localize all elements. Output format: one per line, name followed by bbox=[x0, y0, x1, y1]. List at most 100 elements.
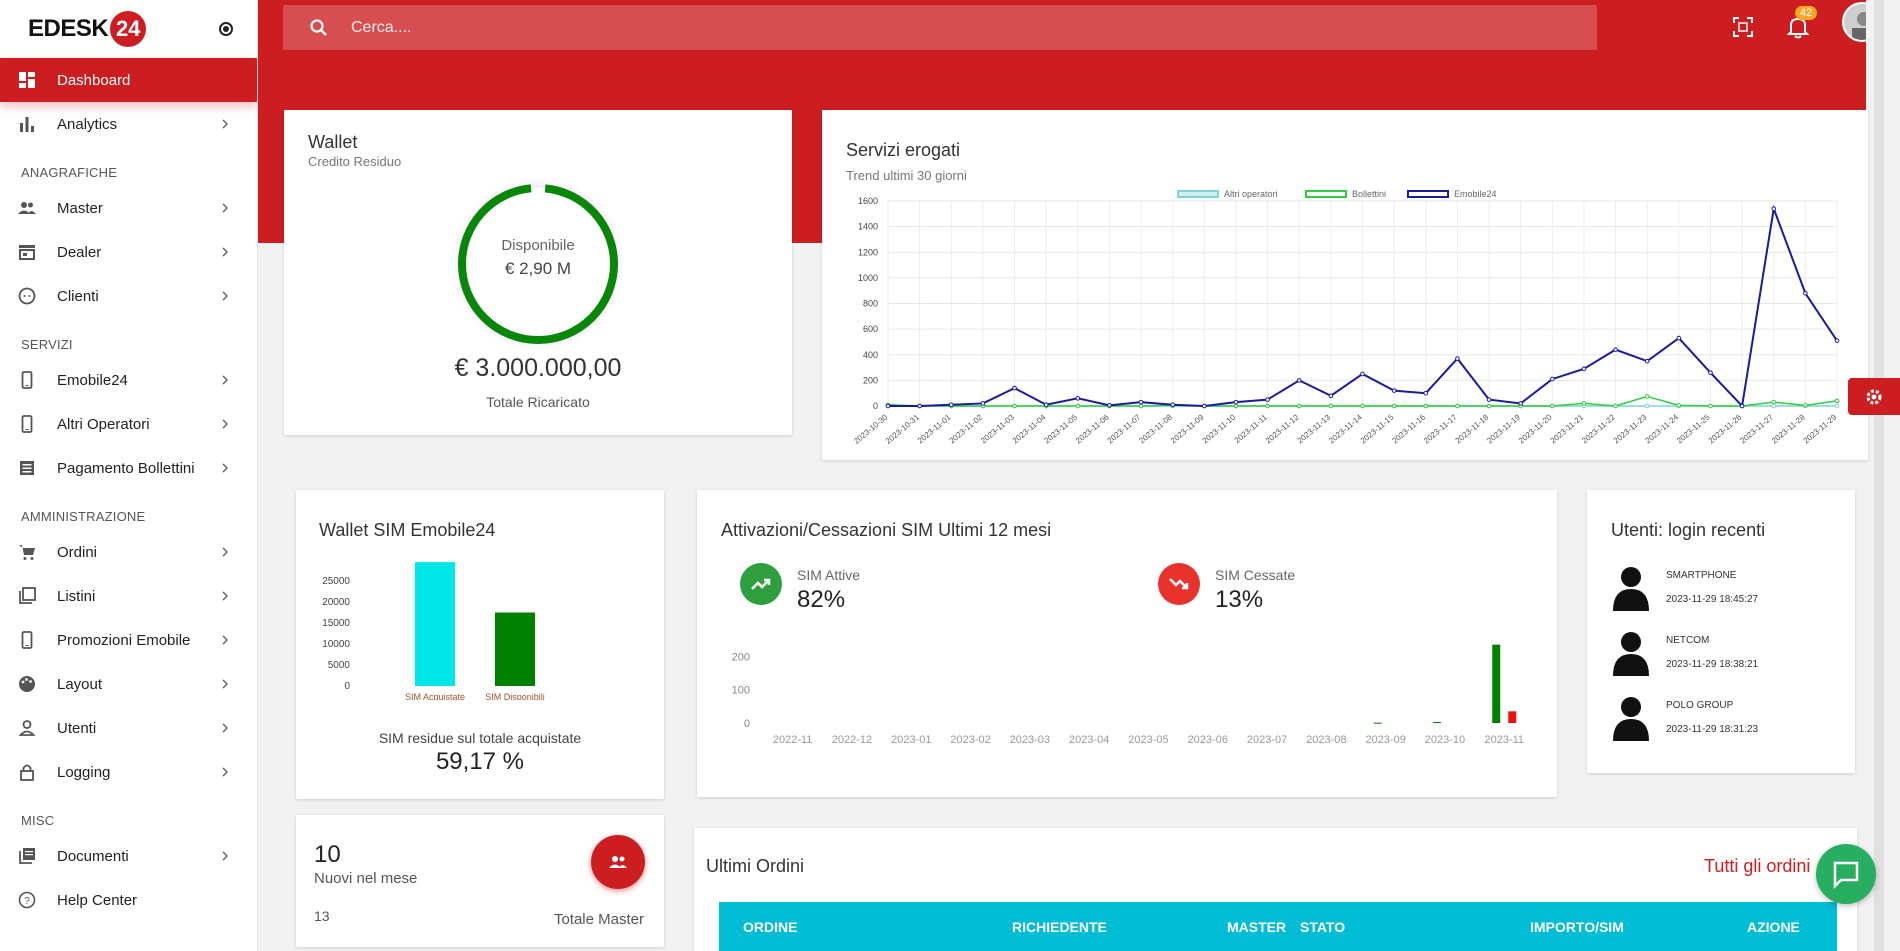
chevron-right-icon bbox=[222, 247, 229, 257]
sidebar-item-help-center[interactable]: ? Help Center bbox=[0, 878, 257, 922]
sidebar-item-altri-operatori[interactable]: Altri Operatori bbox=[0, 402, 257, 446]
col-master[interactable]: MASTER bbox=[1227, 919, 1287, 935]
data-point bbox=[1043, 402, 1049, 408]
sidebar-item-pagamento-bollettini[interactable]: Pagamento Bollettini bbox=[0, 446, 257, 490]
sidebar-item-master[interactable]: Master bbox=[0, 186, 257, 230]
sidebar-item-promozioni-emobile[interactable]: Promozioni Emobile bbox=[0, 618, 257, 662]
x-tick-label: 2023-11-06 bbox=[1074, 412, 1111, 445]
x-tick-label: 2023-10 bbox=[1425, 734, 1465, 746]
y-tick-label: 600 bbox=[863, 324, 878, 334]
sim-active-value: 82% bbox=[797, 586, 846, 613]
data-point bbox=[1391, 403, 1397, 409]
data-point bbox=[1486, 403, 1492, 409]
data-point bbox=[1708, 370, 1713, 375]
orders-table-header: ORDINE RICHIEDENTE MASTER STATO IMPORTO/… bbox=[719, 902, 1837, 951]
data-point bbox=[1012, 403, 1017, 409]
x-tick-label: 2023-08 bbox=[1306, 734, 1346, 746]
sidebar-item-label: Utenti bbox=[57, 719, 97, 737]
data-point bbox=[1644, 403, 1650, 409]
chevron-right-icon bbox=[222, 203, 229, 213]
scrollbar[interactable] bbox=[1866, 0, 1900, 951]
x-tick-label: 2023-11-23 bbox=[1612, 412, 1649, 445]
x-tick-label: SIM Disponibili bbox=[485, 692, 545, 700]
sidebar-toggle-icon[interactable] bbox=[219, 22, 233, 36]
col-richiedente[interactable]: RICHIEDENTE bbox=[1012, 919, 1107, 935]
bar bbox=[1492, 644, 1501, 723]
col-stato[interactable]: STATO bbox=[1300, 919, 1346, 935]
x-tick-label: 2023-11-25 bbox=[1675, 412, 1712, 445]
x-tick-label: 2023-11-26 bbox=[1707, 412, 1744, 445]
data-point bbox=[1518, 401, 1523, 406]
col-azione[interactable]: AZIONE bbox=[1747, 919, 1800, 935]
phone-icon bbox=[18, 631, 36, 649]
data-point bbox=[1328, 403, 1334, 409]
x-tick-label: 2023-02 bbox=[950, 734, 990, 746]
y-tick-label: 1000 bbox=[858, 273, 878, 283]
y-tick-label: 800 bbox=[863, 299, 878, 309]
sidebar-item-label: Help Center bbox=[57, 891, 138, 909]
x-tick-label: 2023-11-03 bbox=[979, 412, 1016, 445]
login-row: SMARTPHONE 2023-11-29 18:45:27 bbox=[1611, 565, 1841, 615]
sim-percent: 59,17 % bbox=[435, 748, 525, 775]
user-avatar-icon bbox=[1613, 567, 1649, 611]
svg-text:?: ? bbox=[24, 896, 30, 907]
fullscreen-icon[interactable] bbox=[1730, 14, 1756, 40]
x-tick-label: 2023-11-21 bbox=[1549, 412, 1586, 445]
store-icon bbox=[18, 243, 36, 261]
sim-active-label: SIM Attive bbox=[797, 567, 861, 583]
sidebar-item-label: Clienti bbox=[57, 287, 99, 305]
col-ordine[interactable]: ORDINE bbox=[743, 919, 798, 935]
chat-button[interactable] bbox=[1816, 844, 1876, 904]
data-point bbox=[1360, 403, 1365, 409]
x-tick-label: 2022-11 bbox=[773, 734, 813, 746]
chevron-right-icon bbox=[222, 463, 229, 473]
legend-swatch bbox=[1177, 190, 1219, 198]
palette-icon bbox=[18, 675, 36, 693]
data-point bbox=[1423, 390, 1429, 396]
chevron-right-icon bbox=[222, 767, 229, 777]
login-row: POLO GROUP 2023-11-29 18:31:23 bbox=[1611, 695, 1841, 745]
sidebar-item-analytics[interactable]: Analytics bbox=[0, 102, 257, 146]
sidebar-item-layout[interactable]: Layout bbox=[0, 662, 257, 706]
y-tick-label: 1400 bbox=[858, 222, 878, 232]
legend-label: Altri operatori bbox=[1224, 189, 1278, 199]
all-orders-link[interactable]: Tutti gli ordini bbox=[1704, 856, 1811, 876]
sidebar-item-label: Dashboard bbox=[57, 71, 131, 89]
x-tick-label: 2023-11-02 bbox=[948, 412, 985, 445]
sidebar-item-dealer[interactable]: Dealer bbox=[0, 230, 257, 274]
card-subtitle: Trend ultimi 30 giorni bbox=[846, 168, 967, 183]
logo[interactable]: EDESK 24 bbox=[0, 0, 257, 58]
sidebar-item-dashboard[interactable]: Dashboard bbox=[0, 58, 257, 102]
lock-icon bbox=[18, 763, 36, 781]
data-point bbox=[1803, 403, 1808, 408]
sidebar-item-listini[interactable]: Listini bbox=[0, 574, 257, 618]
sidebar-item-clienti[interactable]: Clienti bbox=[0, 274, 257, 318]
x-tick-label: 2023-11-19 bbox=[1485, 412, 1522, 445]
master-people-icon bbox=[591, 835, 645, 889]
search-icon bbox=[310, 18, 327, 36]
x-tick-label: 2023-11-15 bbox=[1359, 412, 1396, 445]
chevron-right-icon bbox=[222, 591, 229, 601]
donut-arc bbox=[458, 184, 618, 344]
scrollbar-thumb[interactable] bbox=[1874, 0, 1884, 951]
total-master-label: Totale Master bbox=[553, 911, 644, 928]
sidebar-item-documenti[interactable]: Documenti bbox=[0, 834, 257, 878]
sidebar-item-logging[interactable]: Logging bbox=[0, 750, 257, 794]
chat-icon bbox=[1833, 861, 1859, 890]
sidebar-item-utenti[interactable]: Utenti bbox=[0, 706, 257, 750]
data-point bbox=[1644, 394, 1650, 399]
settings-button[interactable] bbox=[1848, 378, 1900, 415]
section-title-misc: MISC bbox=[21, 813, 55, 828]
sidebar-item-ordini[interactable]: Ordini bbox=[0, 530, 257, 574]
sidebar-item-emobile24[interactable]: Emobile24 bbox=[0, 358, 257, 402]
login-time: 2023-11-29 18:45:27 bbox=[1666, 594, 1759, 605]
col-importo-sim[interactable]: IMPORTO/SIM bbox=[1530, 919, 1624, 935]
card-title: Utenti: login recenti bbox=[1611, 520, 1766, 540]
search-bar[interactable] bbox=[283, 5, 1597, 50]
y-tick-label: 100 bbox=[732, 685, 750, 697]
login-time: 2023-11-29 18:31:23 bbox=[1666, 724, 1759, 735]
sidebar-item-label: Ordini bbox=[57, 543, 98, 561]
sidebar-item-label: Emobile24 bbox=[57, 371, 128, 389]
search-input[interactable] bbox=[351, 18, 1451, 37]
x-tick-label: 2023-11-22 bbox=[1580, 412, 1617, 445]
